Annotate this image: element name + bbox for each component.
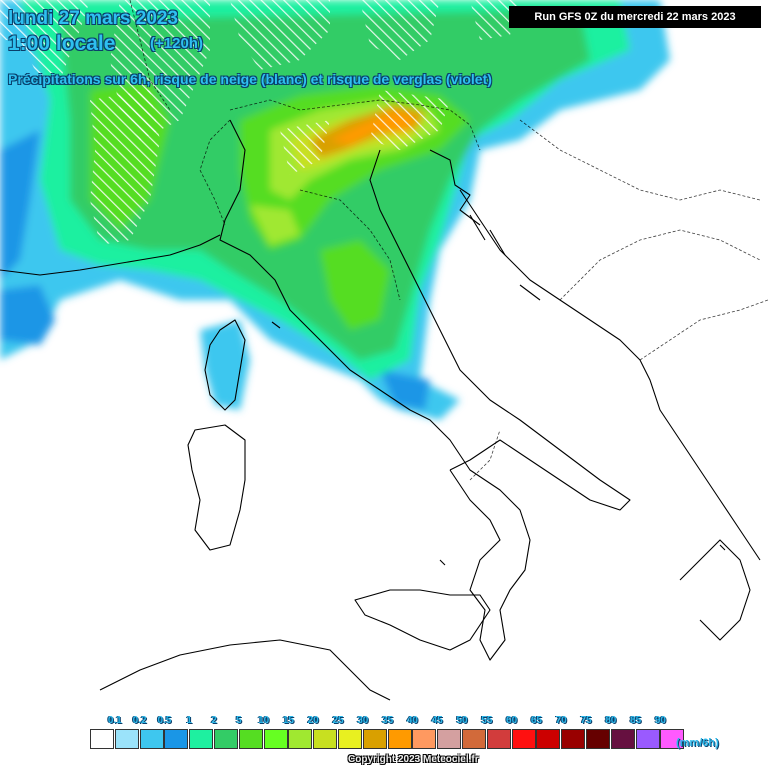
legend-tick-label: 1 xyxy=(186,715,192,726)
legend-tick-label: 2 xyxy=(211,715,217,726)
legend-tick-label: 30 xyxy=(357,715,369,726)
legend-swatch xyxy=(412,729,437,749)
legend-swatch xyxy=(263,729,288,749)
legend-swatch xyxy=(288,729,313,749)
legend-swatch xyxy=(486,729,511,749)
local-time: 1:00 locale xyxy=(8,32,116,55)
legend-swatch xyxy=(586,729,610,749)
legend-swatch xyxy=(561,729,586,749)
legend-swatch xyxy=(437,729,462,749)
legend-tick-label: 10 xyxy=(258,715,270,726)
legend-swatch xyxy=(462,729,486,749)
legend-tick-label: 80 xyxy=(605,715,617,726)
legend-tick-label: 0.2 xyxy=(132,715,147,726)
legend-swatch xyxy=(238,729,263,749)
legend-swatch xyxy=(387,729,412,749)
legend-swatch xyxy=(139,729,164,749)
legend-tick-label: 85 xyxy=(630,715,642,726)
run-info: Run GFS 0Z du mercredi 22 mars 2023 xyxy=(509,6,761,28)
map-description: Précipitations sur 6h, risque de neige (… xyxy=(8,71,492,87)
legend-swatch xyxy=(90,729,114,749)
legend-swatch xyxy=(635,729,660,749)
country-borders xyxy=(129,0,768,481)
legend-tick-label: 15 xyxy=(282,715,294,726)
legend-tick-label: 50 xyxy=(456,715,468,726)
legend-tick-label: 20 xyxy=(307,715,319,726)
legend-tick-label: 5 xyxy=(236,715,242,726)
legend-unit: (mm/6h) xyxy=(676,737,719,749)
legend-swatch xyxy=(362,729,387,749)
forecast-date: lundi 27 mars 2023 xyxy=(8,8,179,29)
legend-tick-label: 65 xyxy=(530,715,542,726)
legend-swatch xyxy=(214,729,238,749)
forecast-offset: (+120h) xyxy=(150,35,203,52)
legend-swatch xyxy=(313,729,338,749)
legend-swatch xyxy=(164,729,189,749)
legend-swatch xyxy=(338,729,362,749)
color-legend: 0.1 0.2 0.5 1 2 5 10 15 20 25 30 35 40 45 50 55 60 65 70 75… xyxy=(90,715,768,768)
legend-tick-label: 60 xyxy=(506,715,518,726)
snow-risk-hatching xyxy=(0,0,520,245)
legend-tick-label: 40 xyxy=(406,715,418,726)
legend-tick-label: 0.1 xyxy=(107,715,122,726)
legend-tick-label: 75 xyxy=(580,715,592,726)
copyright-text: Copyright 2023 Meteociel.fr xyxy=(348,754,479,765)
legend-tick-label: 0.5 xyxy=(157,715,172,726)
legend-tick-label: 35 xyxy=(382,715,394,726)
legend-tick-label: 70 xyxy=(555,715,567,726)
legend-swatch xyxy=(189,729,214,749)
legend-tick-label: 25 xyxy=(332,715,344,726)
legend-swatch xyxy=(660,729,685,749)
legend-swatch xyxy=(511,729,536,749)
legend-swatch xyxy=(114,729,139,749)
legend-tick-label: 45 xyxy=(431,715,443,726)
legend-tick-label: 90 xyxy=(654,715,666,726)
legend-swatch xyxy=(536,729,561,749)
legend-swatch xyxy=(610,729,635,749)
legend-tick-label: 55 xyxy=(481,715,493,726)
